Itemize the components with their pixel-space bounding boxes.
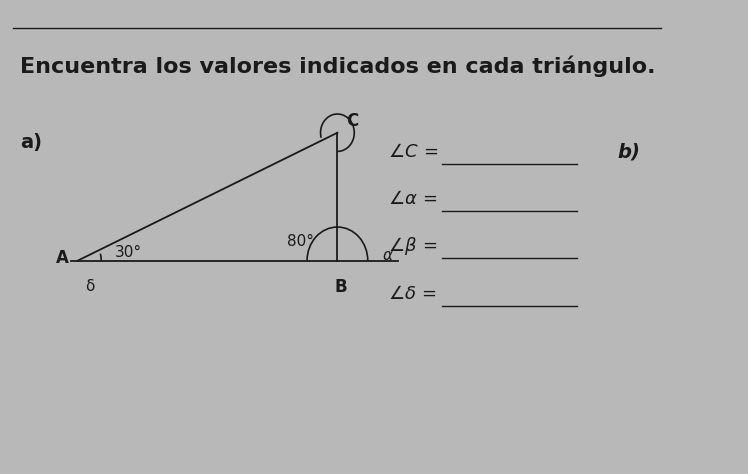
Text: B: B [334,278,347,296]
Text: δ: δ [85,279,94,294]
Text: α: α [383,248,393,264]
Text: 80°: 80° [286,234,314,249]
Text: Encuentra los valores indicados en cada triángulo.: Encuentra los valores indicados en cada … [20,55,656,77]
Text: a): a) [20,133,42,152]
Text: b): b) [617,142,640,161]
Text: C: C [346,112,358,130]
Text: 30°: 30° [114,245,142,260]
Text: A: A [56,249,70,267]
Text: $\angle C\,=$: $\angle C\,=$ [388,143,438,161]
Text: $\angle\alpha\,=$: $\angle\alpha\,=$ [388,190,438,208]
Text: $\angle\delta\,=$: $\angle\delta\,=$ [388,285,437,303]
Text: $\angle\beta\,=$: $\angle\beta\,=$ [388,236,437,257]
